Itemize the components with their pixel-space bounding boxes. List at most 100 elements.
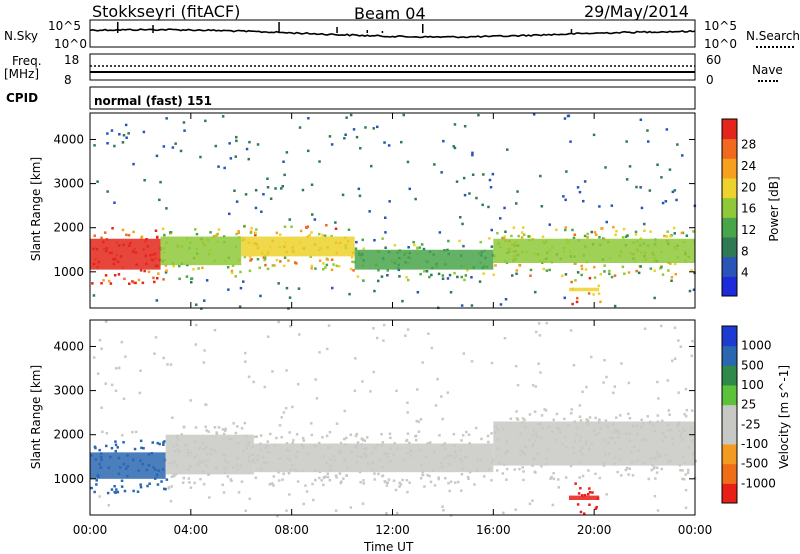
data-cell [665,235,669,238]
nave-label: Nave [752,63,783,77]
y-tick-label: 3000 [53,177,84,191]
data-cell [227,288,230,291]
data-cell [171,146,175,149]
data-cell [195,303,198,306]
y-tick-label: 4000 [53,132,84,146]
cpid-label: CPID [6,91,39,105]
data-cell [454,481,457,484]
data-cell [96,180,99,183]
data-cell [404,334,407,337]
data-cell [505,478,508,481]
data-cell [661,273,665,276]
data-cell [217,165,220,168]
data-cell [433,484,437,487]
data-cell [463,125,467,128]
colorbar-tick-label: -25 [741,417,761,431]
data-cell [275,231,279,235]
data-cell [318,351,321,354]
data-cell [462,176,466,180]
data-cell [327,324,331,327]
data-cell [594,416,597,420]
data-cell [348,292,351,296]
data-cell [165,117,168,120]
cpid-value: normal (fast) 151 [94,94,212,108]
data-cell [579,487,582,490]
echo-band [568,287,600,292]
colorbar-tick-label: 1000 [741,339,772,353]
data-cell [172,264,175,268]
nave-tick-top: 60 [706,53,722,67]
data-cell [163,487,166,491]
data-cell [647,477,650,481]
data-cell [362,482,365,485]
data-cell [335,422,339,425]
data-cell [163,233,166,237]
data-cell [159,180,162,184]
data-cell [668,168,672,171]
data-cell [113,485,116,488]
data-cell [684,415,688,418]
data-cell [345,436,348,440]
data-cell [104,274,108,277]
data-cell [164,487,167,491]
y-tick-label: 1000 [53,265,84,279]
data-cell [143,179,146,182]
data-cell [174,142,177,145]
data-cell [349,267,353,271]
data-cell [400,140,403,144]
data-cell [475,196,478,200]
data-cell [462,352,465,355]
data-cell [254,232,257,235]
data-cell [406,490,409,494]
data-cell [625,140,628,143]
data-cell [588,487,591,490]
data-cell [408,187,411,191]
data-cell [576,271,580,274]
data-cell [125,136,128,139]
data-cell [162,145,166,148]
data-cell [239,270,242,274]
data-cell [583,493,587,497]
data-cell [684,506,688,509]
data-cell [529,274,532,277]
data-cell [593,276,597,279]
data-cell [520,231,524,234]
data-cell [362,247,365,250]
echo-band [160,236,242,266]
data-cell [269,432,272,436]
data-cell [672,226,676,230]
data-cell [429,480,433,484]
data-cell [691,409,694,412]
data-cell [355,135,359,139]
data-cell [114,389,118,392]
data-cell [681,469,684,472]
data-cell [571,228,574,232]
data-cell [361,380,364,383]
data-cell [194,343,197,346]
data-cell [212,235,216,238]
data-cell [288,431,291,434]
data-cell [534,385,538,388]
data-cell [512,226,516,229]
data-cell [204,119,207,123]
data-cell [199,477,202,481]
data-cell [471,151,474,155]
data-cell [281,478,284,481]
data-cell [465,430,468,434]
data-cell [281,185,284,188]
data-cell [574,262,577,265]
y-tick-label: 2000 [53,221,84,235]
data-cell [595,505,598,509]
data-cell [321,436,324,439]
data-cell [383,141,386,144]
station-title: Stokkseyri (fitACF) [92,2,241,21]
data-cell [670,276,674,279]
data-cell [380,432,383,436]
data-cell [295,262,298,265]
x-tick-label: 00:00 [678,523,713,537]
data-cell [417,420,420,424]
data-cell [671,190,675,194]
data-cell [660,265,663,269]
freq-tick-bottom: 8 [64,73,72,87]
data-cell [105,444,108,448]
